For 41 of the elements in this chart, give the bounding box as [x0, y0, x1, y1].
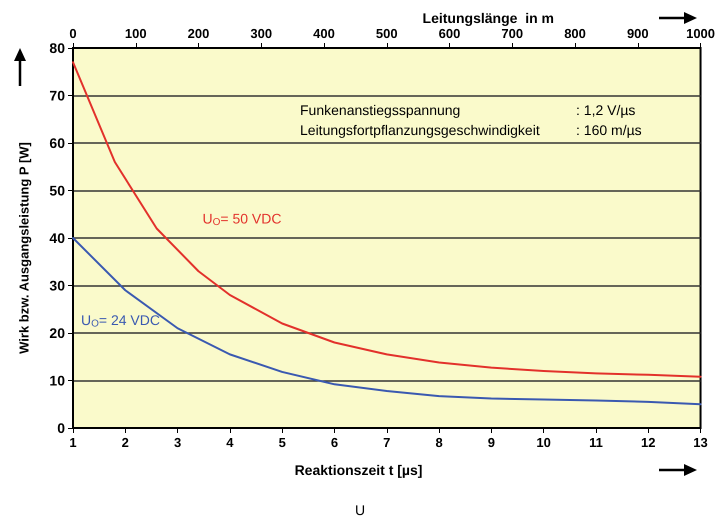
- x-tick-label: 6: [330, 435, 338, 450]
- x2-tick-label: 400: [313, 26, 335, 41]
- x-tick-label: 5: [278, 435, 286, 450]
- y-tick-label: 20: [49, 325, 66, 341]
- x-tick-label: 11: [589, 435, 603, 450]
- y-tick-label: 30: [49, 278, 66, 294]
- x2-tick-label: 800: [564, 26, 586, 41]
- y-tick-label: 40: [49, 230, 66, 246]
- text: U: [354, 502, 366, 518]
- x-tick-label: 4: [226, 435, 234, 450]
- x2-tick-label: 600: [438, 26, 460, 41]
- x-tick-label: 3: [174, 435, 182, 450]
- y-axis-title: Wirk bzw. Ausgangsleistung P [W]: [16, 142, 32, 354]
- x2-tick-label: 0: [69, 26, 77, 41]
- x-tick-label: 8: [435, 435, 443, 450]
- y-tick-label: 70: [49, 88, 66, 104]
- x2-tick-label: 200: [188, 26, 210, 41]
- y-tick-label: 50: [49, 182, 66, 198]
- x-tick-label: 1: [69, 435, 77, 450]
- y-tick-label: 60: [49, 135, 66, 151]
- line-series: [72, 237, 702, 406]
- y-tick-label: 10: [49, 372, 66, 388]
- line-series: [72, 61, 702, 378]
- x2-tick-label: 900: [626, 26, 649, 41]
- x2-tick-label: 100: [124, 26, 147, 41]
- x-axis-title: Reaktionszeit t [µs]: [294, 462, 422, 478]
- y-tick-label: 80: [49, 40, 66, 56]
- x2-axis-title: Leitungslänge in m: [422, 10, 554, 26]
- text: Funkenanstiegsspannung : 1,2 V/µs: [300, 102, 636, 118]
- text: Leitungsfortpflanzungsgeschwindigkeit : 160 m/µs: [300, 122, 642, 138]
- y-tick-label: 0: [57, 420, 66, 436]
- x2-tick-label: 300: [250, 26, 272, 41]
- x2-tick-label: 700: [501, 26, 524, 41]
- x-tick-label: 10: [536, 435, 551, 450]
- x2-tick-label: 500: [376, 26, 398, 41]
- x-tick-label: 7: [383, 435, 390, 450]
- x-tick-label: 2: [122, 435, 129, 450]
- x-tick-label: 12: [641, 435, 656, 450]
- x-tick-label: 9: [488, 435, 495, 450]
- x2-tick-label: 1000: [686, 26, 715, 41]
- x-tick-label: 13: [693, 435, 708, 450]
